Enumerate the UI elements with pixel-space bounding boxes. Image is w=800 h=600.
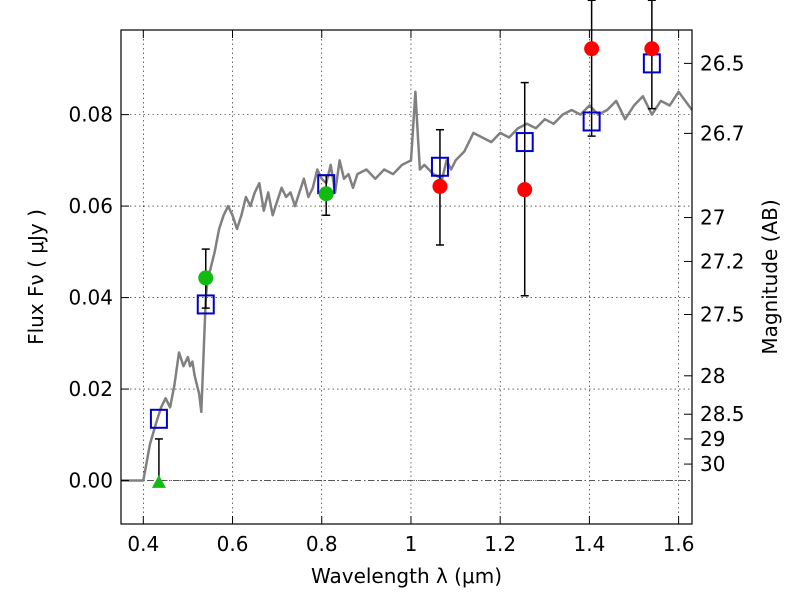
right-tick-label: 28.5 [700,402,745,426]
right-tick-label: 26.5 [700,51,745,75]
right-tick-label: 28 [700,364,725,388]
x-tick-label: 0.8 [306,532,338,556]
x-tick-label: 0.6 [217,532,249,556]
model-sed-line [121,90,694,482]
green-data-point [318,186,334,202]
x-tick-label: 1.6 [663,532,695,556]
red-data-point [584,41,600,57]
right-tick-label: 27.5 [700,303,745,327]
plot-frame [120,29,693,525]
green-data-point [198,270,214,286]
x-tick-label: 1.2 [484,532,516,556]
model-band-square [515,132,534,153]
y-axis-label: Flux Fν ( μJy ) [24,209,48,345]
model-band-square [196,294,215,315]
axis-ticks: 0.4 0.6 0.8 1 1.2 1.4 1.6 0.00 0.02 0.04 0.06 0.08 2… [68,30,745,556]
right-tick-label: 26.7 [700,121,745,145]
model-band-square [149,408,168,429]
right-tick-label: 27.2 [700,249,745,273]
y-tick-label: 0.00 [68,469,113,493]
data-points [149,0,661,488]
upper-limit-triangle [151,474,166,488]
y-tick-label: 0.02 [68,377,113,401]
red-data-point [644,41,660,57]
x-tick-label: 1 [405,532,418,556]
y-tick-label: 0.04 [68,286,113,310]
model-band-square [582,111,601,132]
right-tick-label: 29 [700,427,725,451]
right-tick-label: 27 [700,206,725,230]
red-data-point [517,182,533,198]
x-tick-label: 0.4 [127,532,159,556]
y-tick-label: 0.08 [68,103,113,127]
red-data-point [432,178,448,194]
right-tick-label: 30 [700,452,725,476]
x-tick-label: 1.4 [573,532,605,556]
model-band-square [430,156,449,177]
right-axis-label: Magnitude (AB) [758,199,782,354]
y-tick-label: 0.06 [68,194,113,218]
x-axis-label: Wavelength λ (μm) [311,564,502,588]
